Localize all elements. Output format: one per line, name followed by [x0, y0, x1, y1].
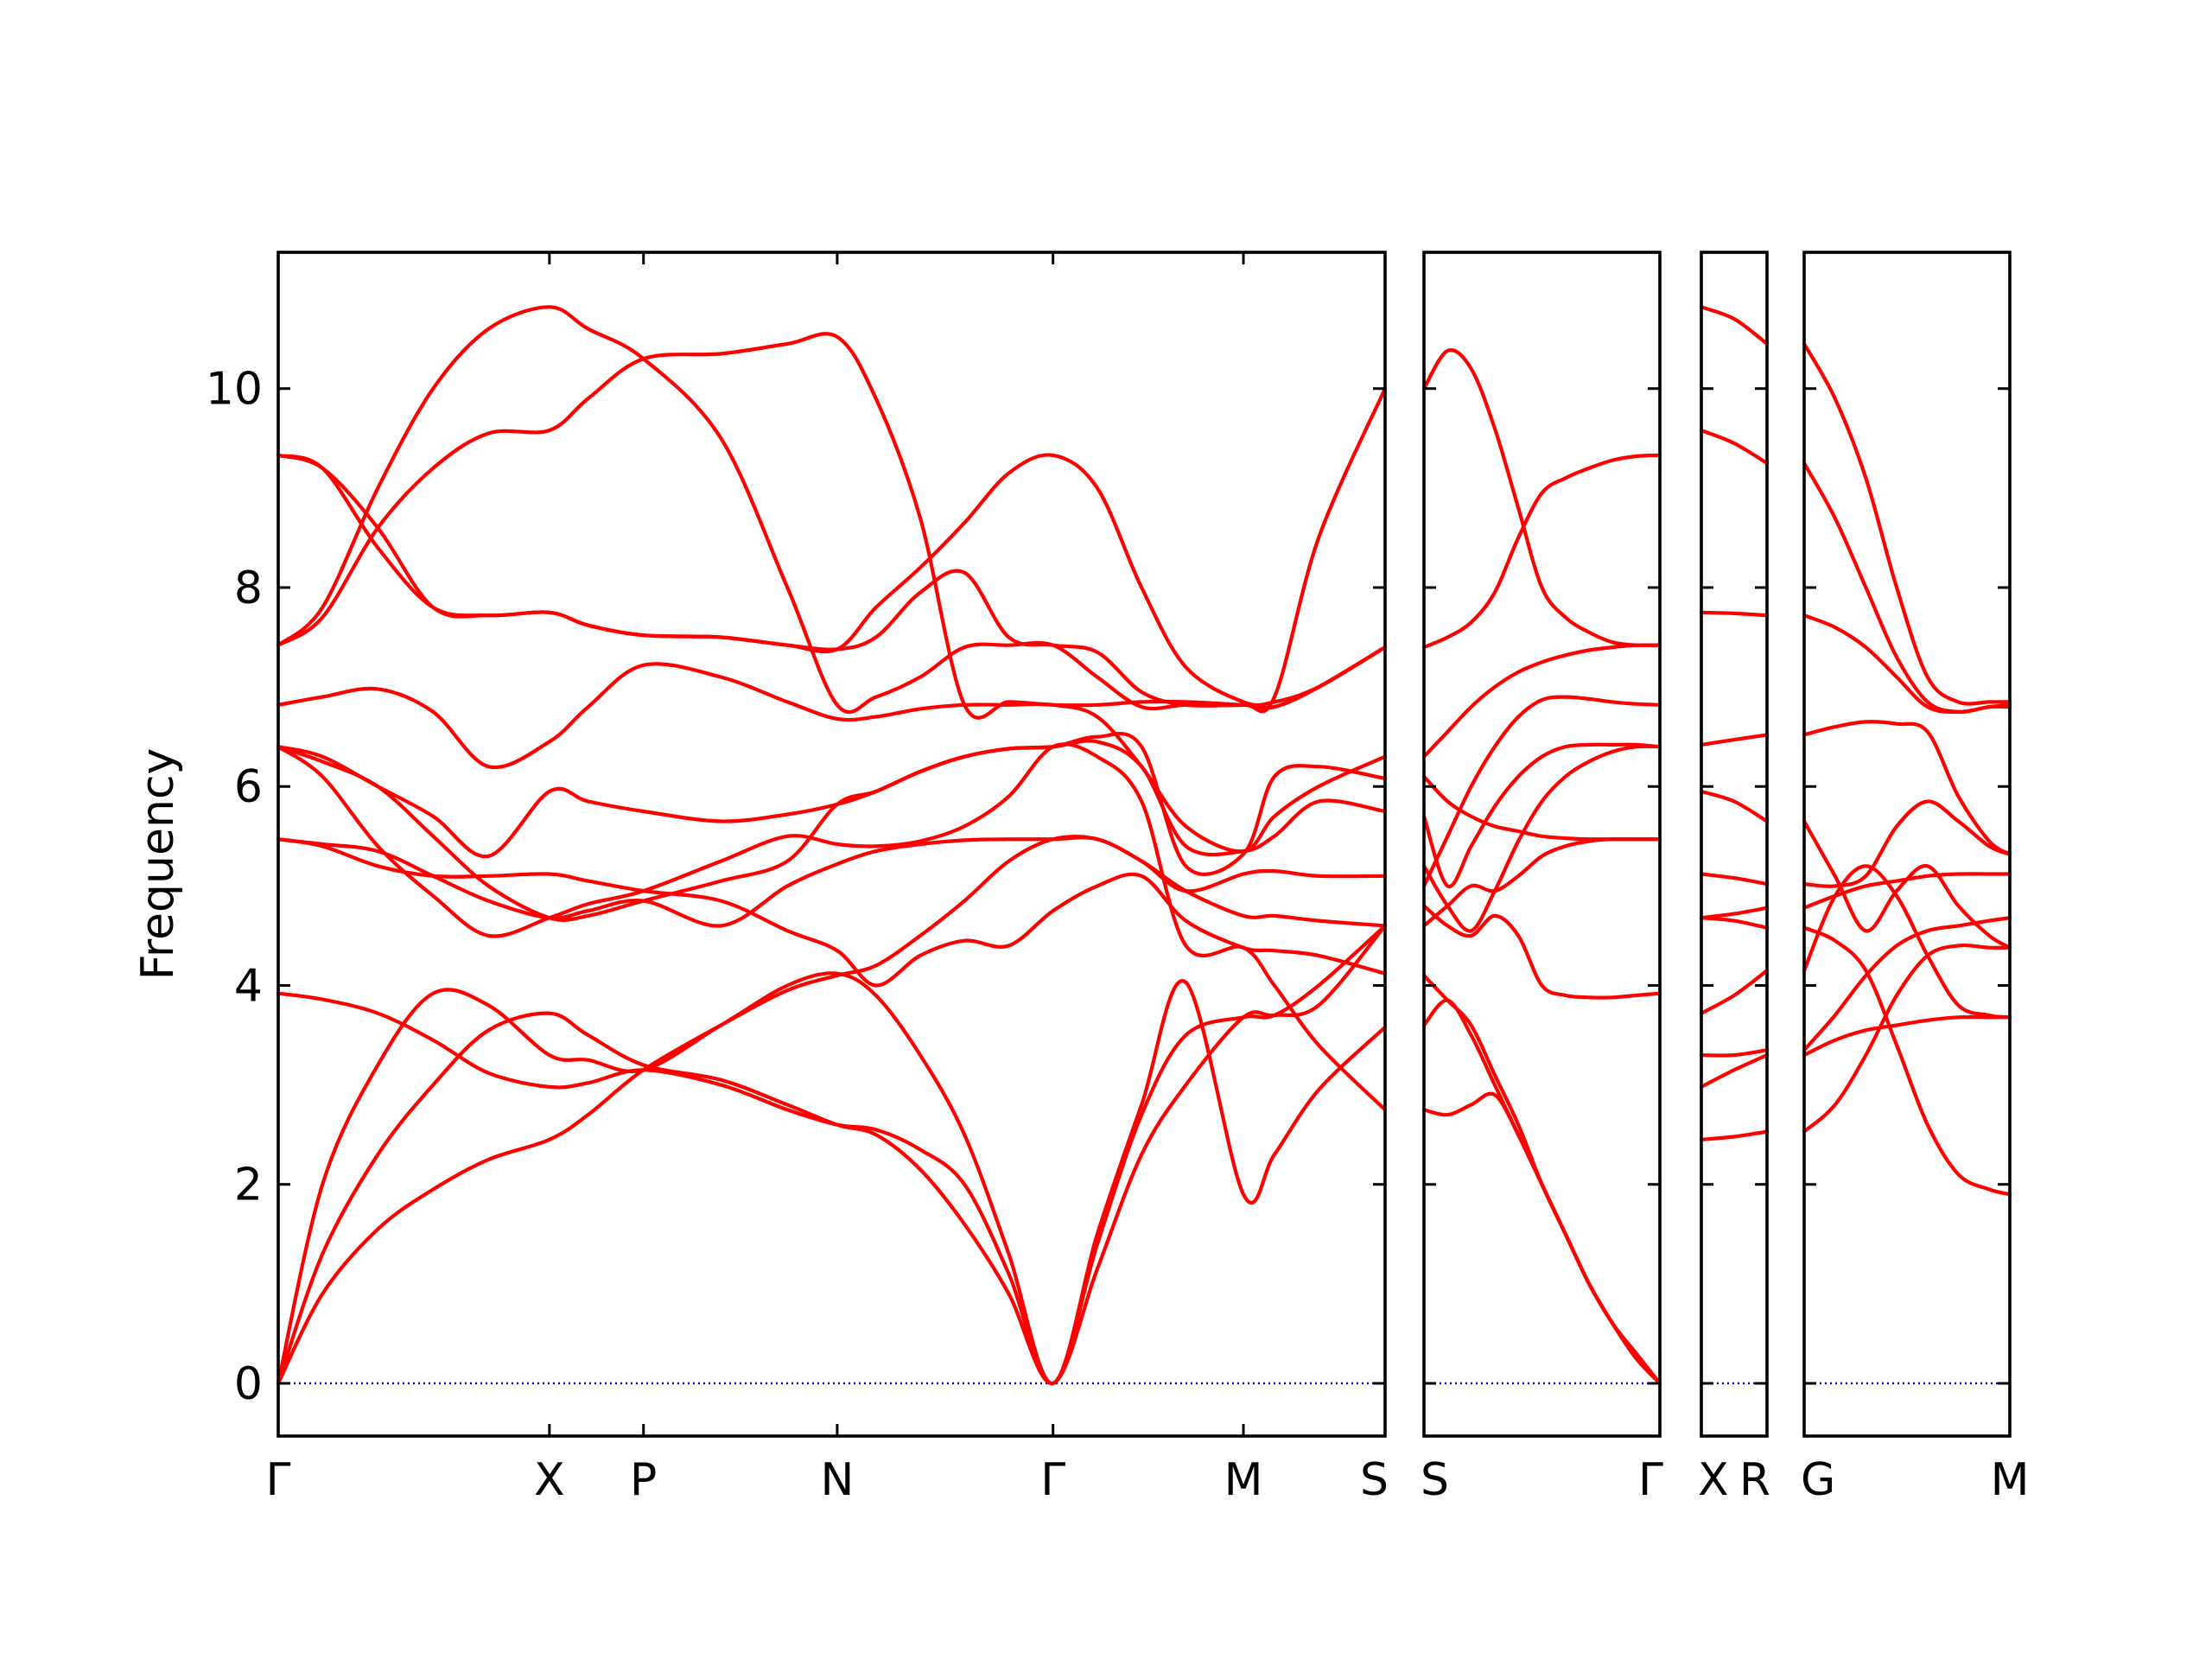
band-line-12 — [1802, 341, 2012, 706]
band-line-3 — [1421, 1091, 1662, 1386]
band-line-12 — [1699, 305, 1770, 346]
band-line-6 — [1699, 906, 1770, 920]
y-tick-label: 10 — [206, 364, 263, 416]
band-line-10 — [1802, 613, 2012, 715]
band-line-7 — [1699, 872, 1770, 887]
panel-frame — [1802, 251, 2012, 1438]
y-tick-label: 8 — [234, 563, 263, 614]
band-line-13 — [276, 453, 1388, 710]
y-tick-label: 0 — [234, 1358, 263, 1410]
band-line-9 — [276, 739, 1388, 859]
band-line-11 — [1421, 453, 1662, 650]
x-tick-label: M — [1224, 1454, 1263, 1506]
band-line-1 — [1421, 973, 1662, 1386]
band-line-9 — [1421, 695, 1662, 888]
band-line-9 — [1699, 733, 1770, 747]
band-line-9 — [1802, 720, 2012, 856]
band-line-6 — [1802, 872, 2012, 910]
band-line-3 — [276, 971, 1388, 1386]
band-line-8 — [1699, 789, 1770, 823]
band-line-12 — [1421, 348, 1662, 648]
y-tick-label: 4 — [234, 960, 263, 1012]
band-line-5 — [276, 837, 1388, 988]
band-line-5 — [1802, 925, 2012, 1197]
x-tick-label: X — [1698, 1454, 1729, 1506]
band-line-1 — [276, 834, 1388, 1386]
band-line-6 — [276, 836, 1388, 928]
band-line-7 — [276, 742, 1388, 1112]
band-line-11 — [1699, 429, 1770, 466]
x-tick-label: Γ — [1638, 1454, 1663, 1506]
x-tick-label: S — [1360, 1454, 1389, 1506]
band-line-5 — [1699, 916, 1770, 930]
band-line-4 — [276, 924, 1388, 1386]
band-line-11 — [1802, 461, 2012, 715]
x-tick-label: R — [1739, 1454, 1770, 1506]
band-line-8 — [1421, 774, 1662, 842]
band-line-2 — [1802, 1014, 2012, 1058]
panel-frame — [1422, 251, 1662, 1438]
band-line-1 — [1802, 943, 2012, 1134]
y-tick-label: 2 — [234, 1160, 263, 1211]
x-tick-label: P — [630, 1454, 657, 1506]
band-line-10 — [1421, 643, 1662, 759]
band-line-14 — [276, 453, 1388, 708]
band-line-6 — [1421, 744, 1662, 933]
band-line-10 — [276, 662, 1388, 854]
x-tick-label: M — [1991, 1454, 2030, 1506]
band-line-11 — [276, 332, 1388, 720]
y-axis-label: Frequency — [132, 748, 184, 981]
band-line-4 — [1699, 969, 1770, 1015]
x-tick-label: G — [1801, 1454, 1835, 1506]
panel-frame — [1700, 251, 1769, 1438]
x-tick-label: N — [820, 1454, 854, 1506]
x-tick-label: Γ — [1040, 1454, 1065, 1506]
band-line-4 — [1421, 904, 1662, 1000]
x-tick-label: X — [534, 1454, 565, 1506]
band-line-10 — [1699, 610, 1770, 618]
x-tick-label: Γ — [266, 1454, 291, 1506]
band-line-1 — [1699, 1129, 1770, 1141]
band-line-3 — [1802, 916, 2012, 1052]
band-line-5 — [1421, 836, 1662, 928]
band-line-7 — [1802, 819, 2012, 950]
band-line-2 — [1699, 1053, 1770, 1089]
band-line-7 — [1421, 742, 1662, 888]
panel-frame — [276, 251, 1387, 1438]
band-line-8 — [1802, 799, 2012, 888]
x-tick-label: S — [1421, 1454, 1449, 1506]
band-line-2 — [276, 924, 1388, 1386]
y-tick-label: 6 — [234, 761, 263, 813]
band-line-2 — [1421, 998, 1662, 1386]
band-line-3 — [1699, 1048, 1770, 1058]
